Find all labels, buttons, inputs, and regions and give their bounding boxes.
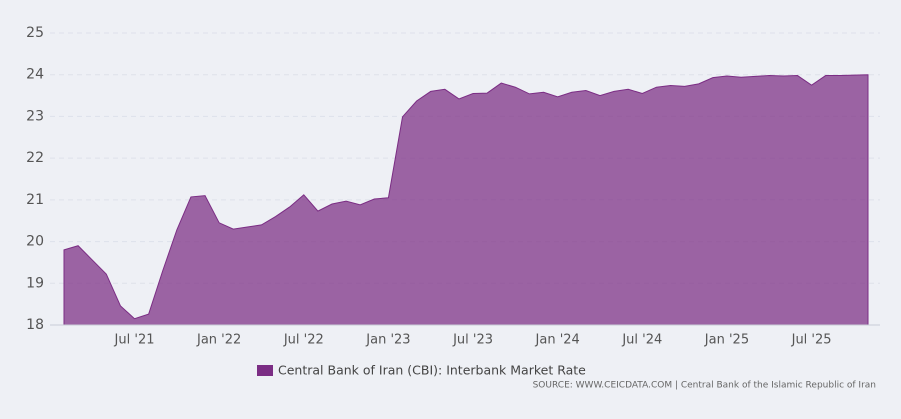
x-tick-label: Jan '23 — [365, 333, 410, 348]
area — [63, 74, 869, 326]
x-tick-label: Jul '21 — [114, 333, 155, 348]
x-tick-label: Jul '24 — [621, 333, 662, 348]
legend-label: Central Bank of Iran (CBI): Interbank Ma… — [278, 363, 586, 378]
x-tick-label: Jul '22 — [283, 333, 324, 348]
y-tick-label: 21 — [26, 192, 44, 208]
legend: Central Bank of Iran (CBI): Interbank Ma… — [257, 363, 586, 378]
y-tick-label: 20 — [26, 234, 44, 250]
source-note: SOURCE: WWW.CEICDATA.COM | Central Bank … — [533, 381, 876, 391]
y-tick-label: 22 — [26, 150, 44, 166]
x-tick-label: Jul '23 — [452, 333, 493, 348]
x-tick-label: Jan '25 — [704, 333, 749, 348]
x-tick-label: Jan '22 — [196, 333, 241, 348]
y-tick-label: 24 — [26, 67, 44, 83]
legend-swatch — [257, 365, 273, 376]
y-tick-label: 23 — [26, 108, 44, 124]
x-tick-label: Jul '25 — [791, 333, 832, 348]
y-tick-label: 25 — [26, 25, 44, 41]
y-tick-label: 18 — [26, 317, 44, 333]
x-tick-label: Jan '24 — [535, 333, 580, 348]
y-tick-label: 19 — [26, 275, 44, 291]
